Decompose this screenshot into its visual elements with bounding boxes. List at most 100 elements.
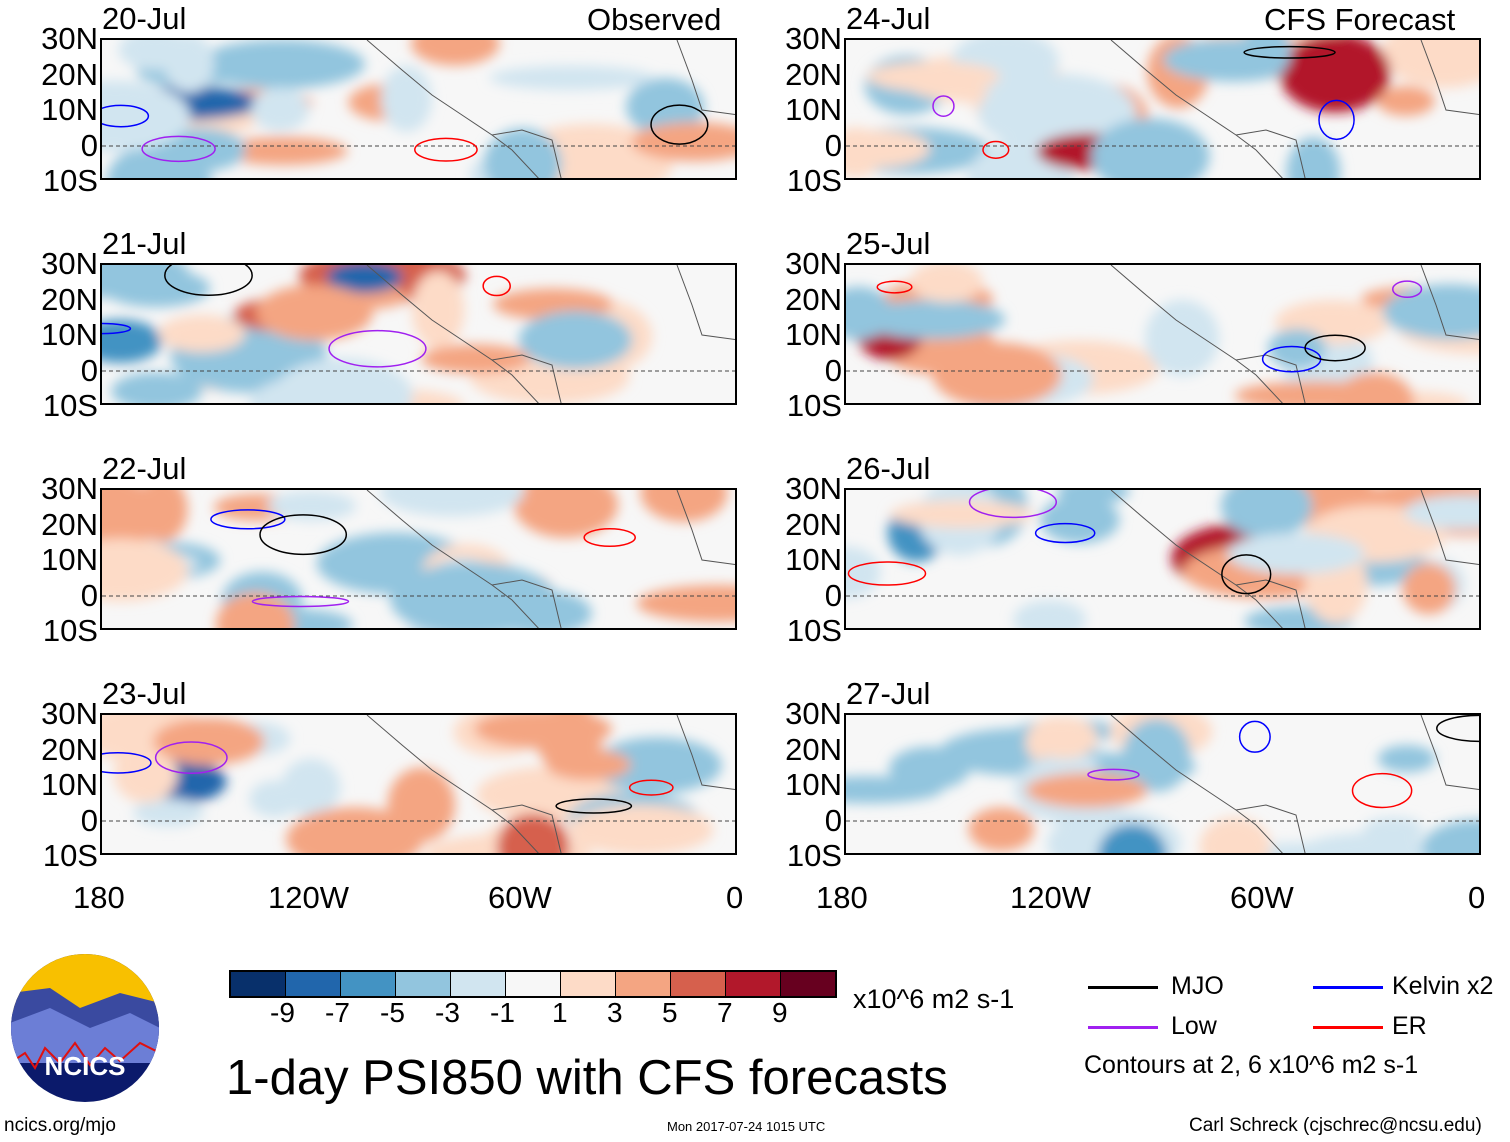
- contour: [1436, 715, 1479, 743]
- anomaly-region: [1267, 328, 1327, 369]
- anomaly-region: [846, 546, 881, 599]
- anomaly-region: [158, 314, 246, 353]
- contour: [932, 95, 955, 117]
- anomaly-region: [113, 746, 178, 803]
- colorbar-swatch: [231, 972, 286, 996]
- lat-label: 30N: [785, 246, 842, 281]
- anomaly-region: [1091, 118, 1210, 178]
- anomaly-region: [1029, 716, 1098, 759]
- anomaly-region: [256, 284, 373, 341]
- lat-label: 20N: [41, 56, 98, 92]
- panel-date: 27-Jul: [846, 676, 931, 711]
- legend-line-kelvin: [1313, 986, 1383, 989]
- anomaly-region: [889, 500, 1034, 528]
- colorbar-tick: 9: [772, 997, 788, 1028]
- panel-date: 24-Jul: [846, 1, 931, 36]
- lat-label: 30N: [41, 246, 98, 281]
- anomaly-region: [518, 310, 633, 369]
- logo-text: NCICS: [45, 1051, 126, 1081]
- contour: [102, 752, 152, 774]
- anomaly-region: [631, 122, 735, 162]
- lat-label: 20N: [41, 281, 98, 317]
- coastline: [1110, 715, 1479, 853]
- anomaly-region: [421, 344, 531, 374]
- anomaly-region: [218, 136, 348, 166]
- contour: [482, 275, 511, 297]
- forecast-label: CFS Forecast: [1264, 2, 1456, 37]
- contour: [1087, 768, 1140, 781]
- lon-label: 60W: [1230, 880, 1294, 915]
- anomaly-region: [1422, 819, 1479, 853]
- legend-label-low: Low: [1171, 1012, 1217, 1040]
- anomaly-region: [1220, 490, 1313, 538]
- lat-label: 0: [80, 352, 98, 388]
- panel-date: 20-Jul: [102, 1, 187, 36]
- observed-label: Observed: [587, 2, 722, 37]
- anomaly-region: [249, 780, 300, 818]
- colorbar-swatch: [726, 972, 781, 996]
- anomaly-region: [846, 776, 943, 804]
- lat-label: 0: [80, 802, 98, 838]
- anomaly-region: [379, 490, 525, 517]
- anomaly-region: [118, 40, 191, 71]
- anomaly-region: [1286, 136, 1341, 178]
- contour: [876, 280, 913, 294]
- lat-label: 10S: [42, 388, 98, 423]
- colorbar-tick: -5: [380, 997, 405, 1028]
- figure-title: 1-day PSI850 with CFS forecasts: [226, 1051, 948, 1105]
- legend-line-mjo: [1088, 986, 1158, 989]
- panel-date: 26-Jul: [846, 451, 931, 486]
- footer-url[interactable]: ncics.org/mjo: [4, 1115, 116, 1136]
- anomaly-region: [196, 40, 365, 89]
- lat-label: 10S: [786, 163, 842, 198]
- anomaly-region: [111, 372, 203, 403]
- lat-label: 20N: [41, 731, 98, 767]
- map-panel-23-Jul: [100, 713, 737, 855]
- anomaly-region: [1122, 718, 1191, 792]
- map-panel-24-Jul: [844, 38, 1481, 180]
- contour: [1238, 720, 1271, 753]
- lat-label: 10N: [41, 92, 98, 127]
- lat-label: 10N: [785, 542, 842, 577]
- colorbar-tick: -7: [325, 997, 350, 1028]
- contour: [414, 137, 478, 162]
- map-panel-20-Jul: [100, 38, 737, 180]
- panel-date: 23-Jul: [102, 676, 187, 711]
- lat-label: 30N: [785, 21, 842, 56]
- anomaly-region: [640, 490, 728, 522]
- panel-date: 21-Jul: [102, 226, 187, 261]
- colorbar-tick: 5: [662, 997, 678, 1028]
- contour: [583, 528, 636, 548]
- anomaly-region: [1376, 86, 1435, 116]
- lat-label: 0: [824, 577, 842, 613]
- anomaly-region: [1334, 372, 1415, 403]
- lat-label: 30N: [41, 696, 98, 731]
- footer-credit: Carl Schreck (cjschrec@ncsu.edu): [1189, 1115, 1482, 1136]
- lat-label: 30N: [41, 21, 98, 56]
- contour: [650, 104, 709, 145]
- anomaly-region: [266, 491, 357, 521]
- lat-label: 30N: [785, 471, 842, 506]
- colorbar-swatch: [616, 972, 671, 996]
- coastline: [1110, 490, 1479, 628]
- anomaly-region: [978, 73, 1137, 152]
- anomaly-region: [249, 374, 397, 403]
- contour: [1243, 45, 1336, 59]
- colorbar-swatch: [561, 972, 616, 996]
- coastline: [1110, 40, 1479, 178]
- contour: [251, 595, 350, 608]
- anomaly-region: [1377, 745, 1436, 773]
- colorbar-tick: -3: [435, 997, 460, 1028]
- ncics-logo: NCICS: [11, 954, 159, 1102]
- lat-label: 0: [824, 352, 842, 388]
- colorbar-swatch: [506, 972, 561, 996]
- contour: [1221, 554, 1272, 595]
- anomaly-region: [846, 286, 893, 340]
- lat-label: 20N: [785, 56, 842, 92]
- coastline: [366, 40, 735, 178]
- anomaly-region: [910, 265, 984, 303]
- lat-label: 10N: [785, 92, 842, 127]
- anomaly-region: [846, 130, 931, 168]
- contour: [1304, 334, 1366, 362]
- anomaly-region: [968, 807, 1035, 852]
